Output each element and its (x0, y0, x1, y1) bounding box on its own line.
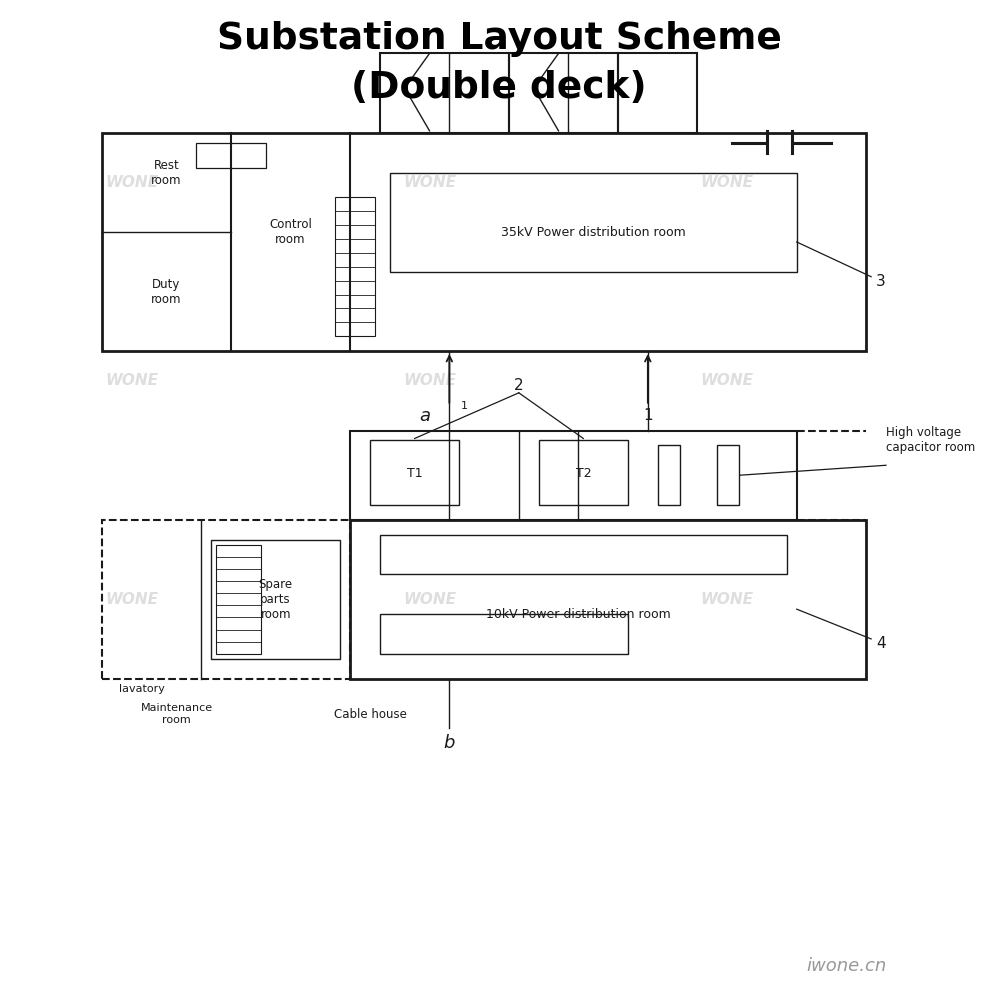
Bar (102, 520, 350, 679)
Bar (658, 445, 680, 505)
Text: WONE: WONE (701, 175, 754, 190)
Text: WONE: WONE (403, 592, 456, 607)
Text: WONE: WONE (701, 373, 754, 388)
Text: iwone.cn: iwone.cn (806, 957, 886, 975)
Text: 1: 1 (461, 401, 468, 411)
Text: Duty
room: Duty room (151, 278, 182, 306)
Text: WONE: WONE (403, 175, 456, 190)
Bar (380, 53, 509, 133)
Text: 4: 4 (876, 636, 886, 651)
Bar (102, 133, 866, 351)
Text: WONE: WONE (105, 592, 158, 607)
Text: Maintenance
room: Maintenance room (140, 703, 213, 725)
Text: Spare
parts
room: Spare parts room (259, 578, 293, 621)
Text: 10kV Power distribution room: 10kV Power distribution room (486, 608, 671, 621)
Bar (216, 545, 261, 654)
Bar (509, 53, 618, 133)
Bar (350, 520, 866, 679)
Text: 1: 1 (643, 408, 653, 423)
Text: Control
room: Control room (269, 218, 312, 246)
Text: 35kV Power distribution room: 35kV Power distribution room (501, 226, 686, 239)
Text: b: b (444, 734, 455, 752)
Bar (390, 173, 797, 272)
Text: (Double deck): (Double deck) (351, 70, 647, 106)
Text: Rest
room: Rest room (151, 159, 182, 187)
Text: Cable house: Cable house (334, 708, 406, 721)
Text: WONE: WONE (105, 373, 158, 388)
Bar (350, 431, 797, 520)
Bar (380, 535, 787, 574)
Bar (539, 440, 628, 505)
Bar (618, 53, 697, 133)
Bar (370, 440, 459, 505)
Text: WONE: WONE (105, 175, 158, 190)
Text: a: a (419, 407, 430, 425)
Text: T1: T1 (407, 467, 422, 480)
Bar (380, 614, 628, 654)
Text: lavatory: lavatory (119, 684, 165, 694)
Bar (717, 445, 739, 505)
Text: WONE: WONE (701, 592, 754, 607)
Bar (335, 197, 375, 336)
Text: WONE: WONE (403, 373, 456, 388)
Text: 2: 2 (514, 378, 524, 393)
Text: T2: T2 (576, 467, 591, 480)
Bar (211, 540, 340, 659)
Text: High voltage
capacitor room: High voltage capacitor room (886, 426, 975, 454)
Text: 3: 3 (876, 274, 886, 289)
Bar (196, 143, 266, 168)
Text: Substation Layout Scheme: Substation Layout Scheme (217, 21, 781, 57)
